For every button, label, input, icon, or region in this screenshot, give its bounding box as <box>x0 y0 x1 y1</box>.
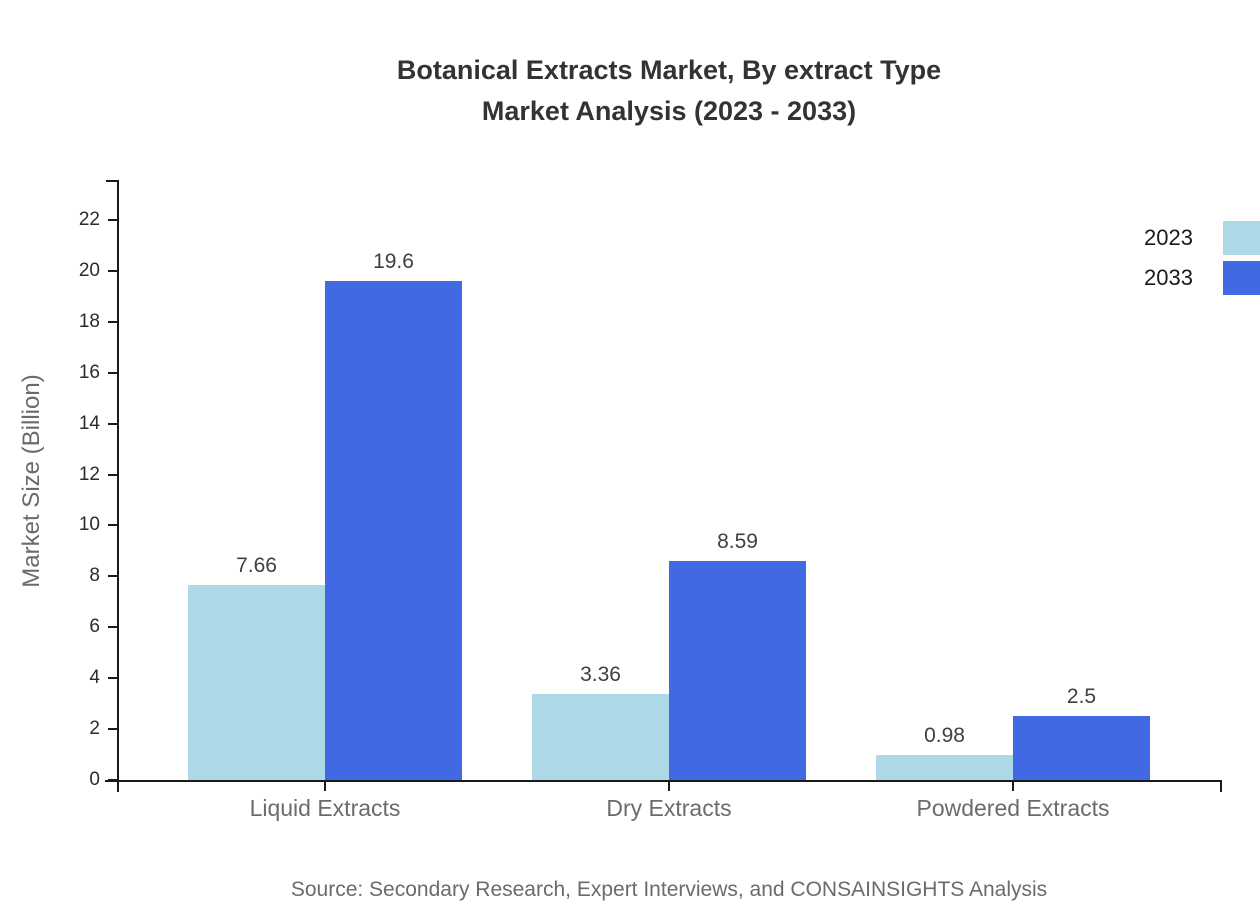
legend-swatch <box>1223 221 1260 255</box>
x-category-label: Liquid Extracts <box>249 795 401 821</box>
y-tick-label: 22 <box>78 209 100 230</box>
y-tick-label: 6 <box>89 616 100 638</box>
bar-2033-0 <box>325 281 462 780</box>
y-tick <box>108 269 118 272</box>
y-axis-line <box>117 180 119 792</box>
y-tick <box>108 320 118 323</box>
x-category-label: Powdered Extracts <box>916 795 1110 821</box>
y-tick <box>108 422 118 425</box>
bar-value-label: 0.98 <box>924 724 965 748</box>
x-category-label: Dry Extracts <box>606 795 732 821</box>
y-tick <box>108 626 118 629</box>
bar-value-label: 3.36 <box>580 663 621 687</box>
legend-swatch <box>1223 261 1260 295</box>
y-tick <box>108 575 118 578</box>
y-tick <box>108 473 118 476</box>
y-axis-end-cap <box>106 180 118 182</box>
chart-title: Botanical Extracts Market, By extract Ty… <box>78 50 1260 132</box>
x-axis-line <box>105 780 1222 782</box>
y-tick-label: 0 <box>89 769 100 790</box>
y-tick <box>108 219 118 221</box>
bar-value-label: 2.5 <box>1066 685 1097 709</box>
x-axis-end-cap <box>1220 780 1222 792</box>
y-tick-label: 10 <box>78 514 100 536</box>
y-tick-label: 18 <box>78 310 100 332</box>
bar-2023-2 <box>876 755 1013 780</box>
y-tick <box>108 677 118 680</box>
x-tick <box>668 782 670 791</box>
y-tick <box>108 728 118 731</box>
y-tick <box>108 371 118 374</box>
y-tick-label: 4 <box>89 667 100 689</box>
legend-item-2023: 2023 <box>1040 218 1260 258</box>
y-tick-label: 14 <box>78 412 100 434</box>
legend: 2023 2033 <box>1040 218 1260 298</box>
chart-title-line1: Botanical Extracts Market, By extract Ty… <box>396 55 942 85</box>
y-tick-label: 12 <box>78 463 100 485</box>
y-tick-label: 20 <box>78 259 100 281</box>
source-note: Source: Secondary Research, Expert Inter… <box>290 878 1048 901</box>
y-tick <box>108 779 118 781</box>
x-tick <box>1012 782 1014 791</box>
legend-label: 2033 <box>1144 265 1193 290</box>
legend-item-2033: 2033 <box>1040 258 1260 298</box>
bar-2033-1 <box>669 561 806 780</box>
bar-2033-2 <box>1013 716 1150 780</box>
chart-title-line2: Market Analysis (2023 - 2033) <box>481 96 857 126</box>
y-tick <box>108 524 118 527</box>
y-tick-label: 2 <box>89 718 100 740</box>
bar-2023-1 <box>532 694 669 780</box>
bar-value-label: 19.6 <box>373 250 414 274</box>
y-tick-label: 16 <box>78 361 100 383</box>
bar-2023-0 <box>188 585 325 780</box>
bar-value-label: 7.66 <box>236 554 277 578</box>
legend-label: 2023 <box>1144 225 1193 250</box>
x-tick <box>324 782 326 791</box>
y-tick-label: 8 <box>89 565 100 587</box>
bar-value-label: 8.59 <box>717 530 758 554</box>
